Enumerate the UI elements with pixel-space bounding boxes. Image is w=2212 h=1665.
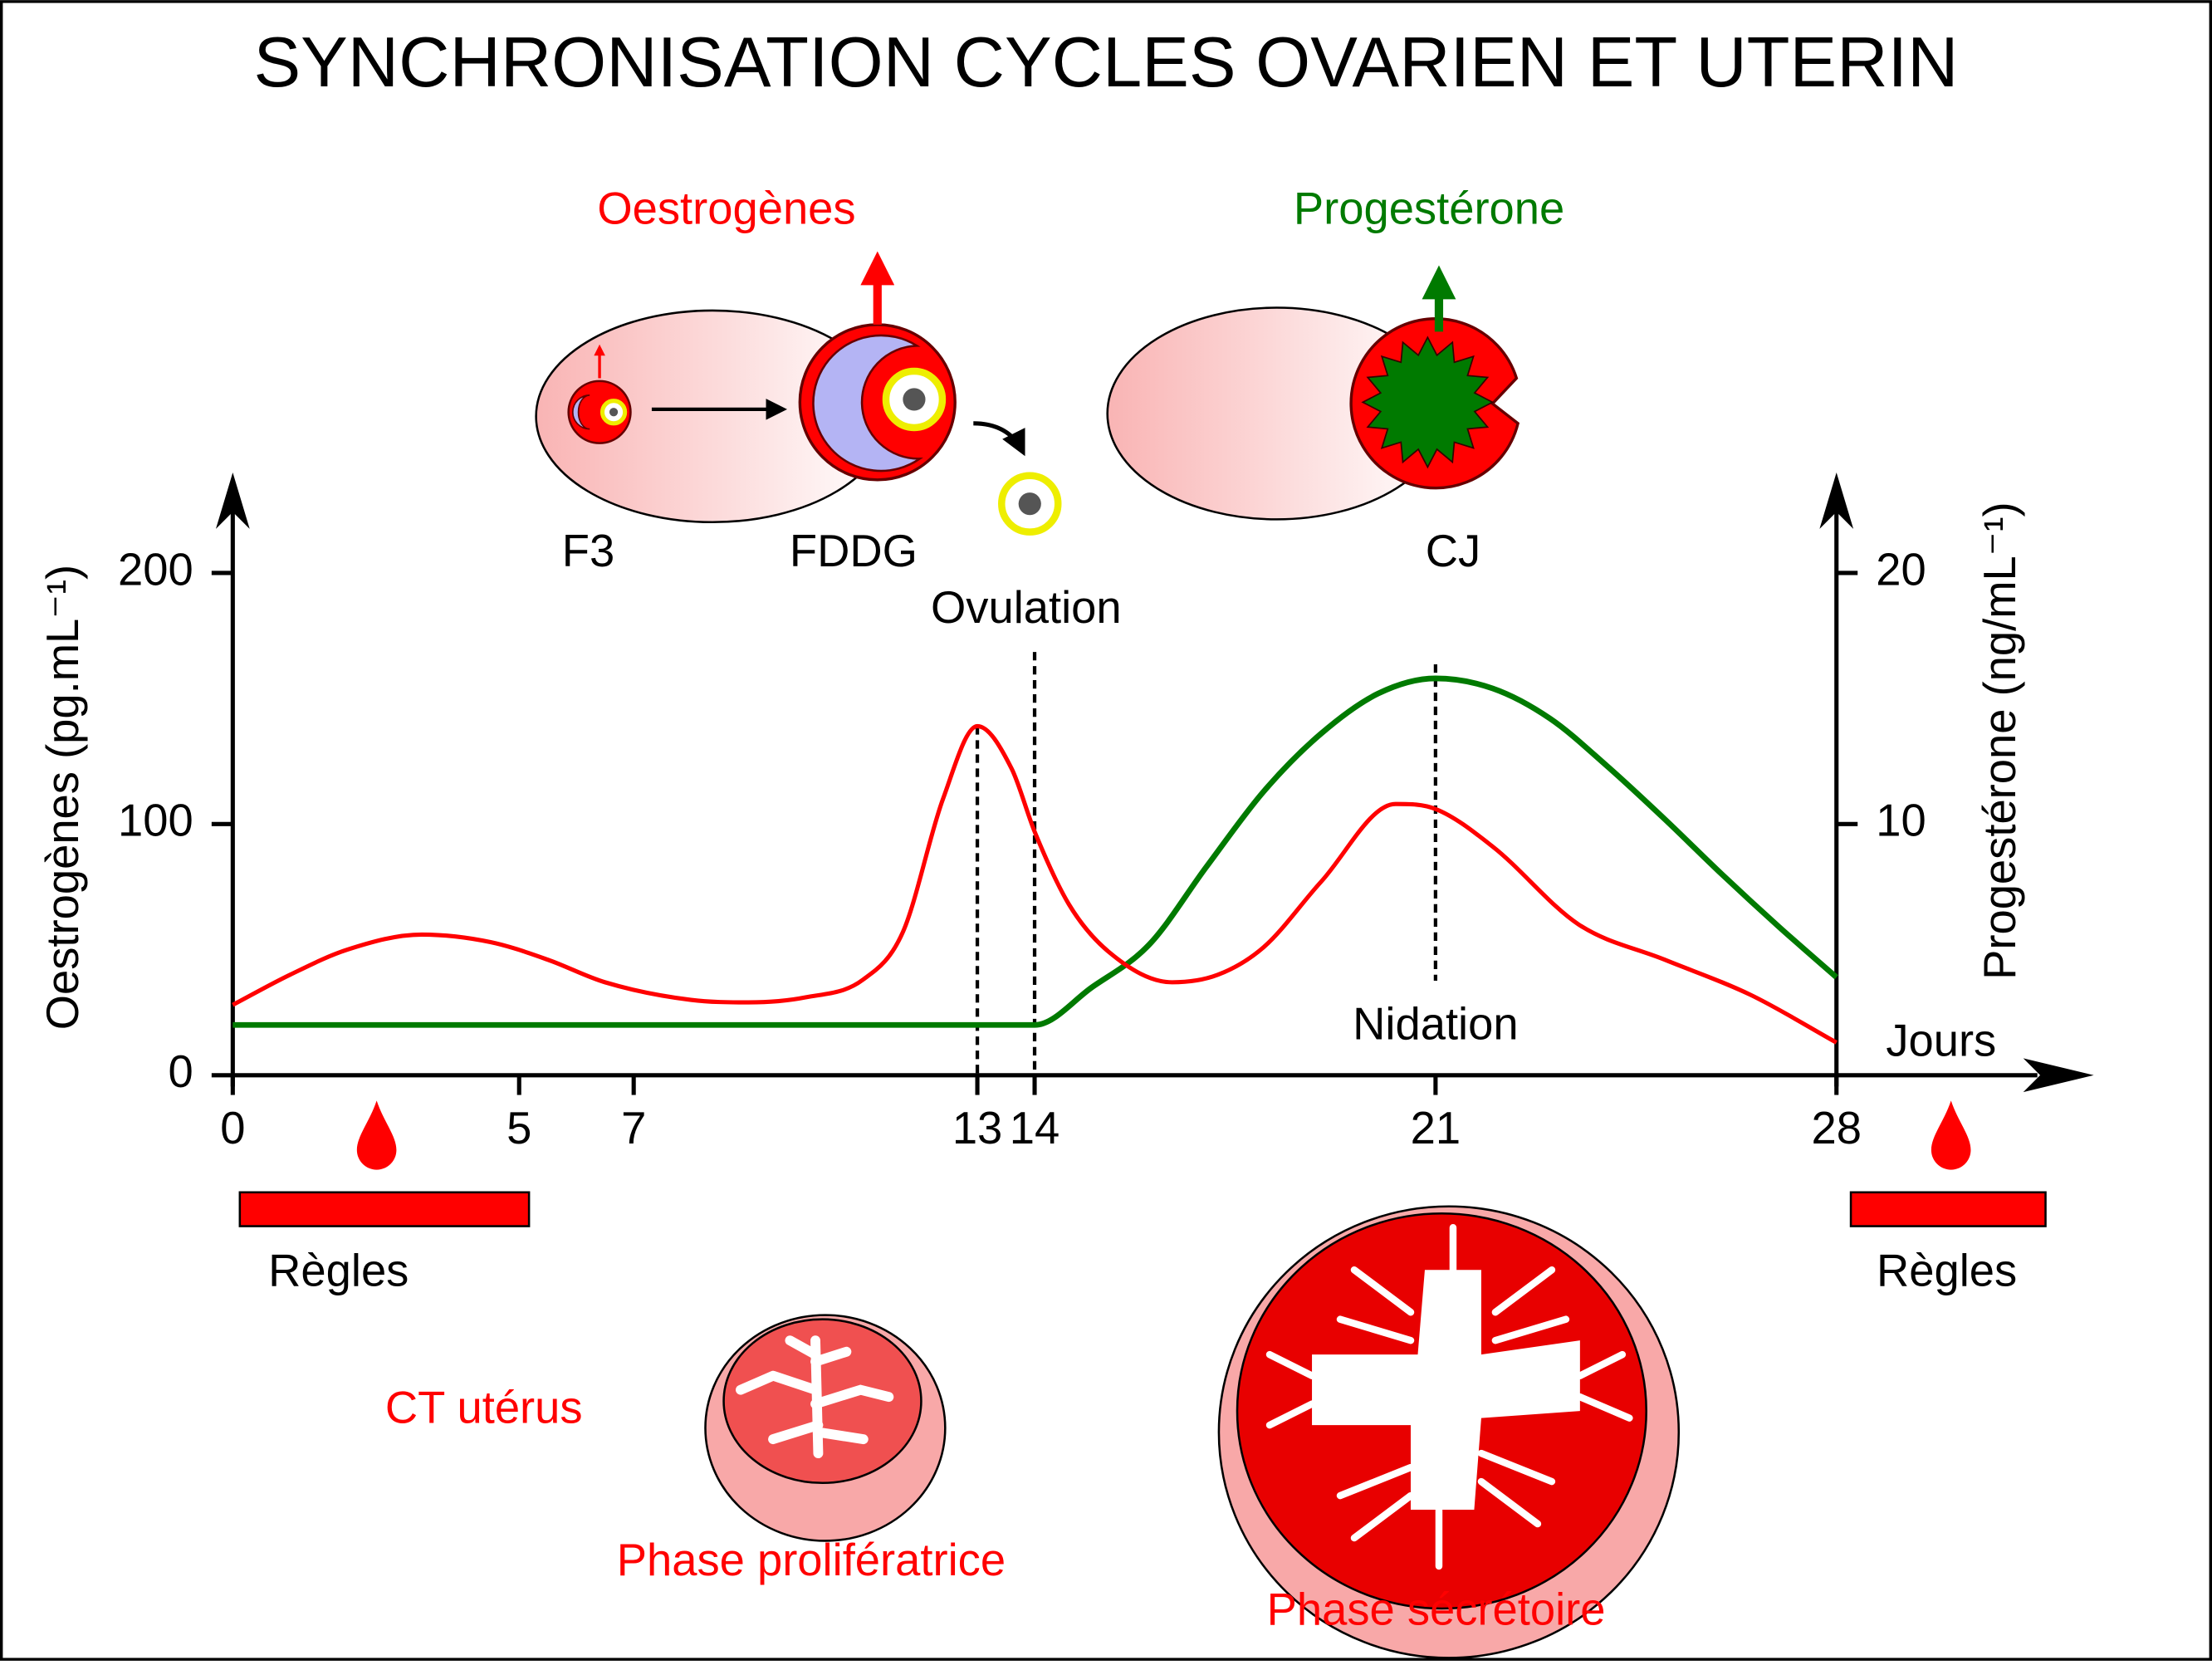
x-axis-label: Jours [1886, 1016, 1996, 1066]
legend-label: Oestrogènes [597, 183, 855, 233]
label: Phase prolifératrice [617, 1535, 1006, 1585]
label: Règles [1877, 1246, 2017, 1296]
axis-arrow [1819, 472, 1854, 529]
label: FDDG [790, 526, 918, 576]
label: CT utérus [385, 1382, 583, 1432]
x-tick-label: 5 [507, 1103, 531, 1153]
label: Phase sécrétoire [1267, 1584, 1606, 1634]
regles-illustration [238, 1100, 2047, 1227]
y-tick-label: 0 [169, 1046, 193, 1097]
x-tick-label: 28 [1811, 1103, 1861, 1153]
annotation: Ovulation [931, 582, 1122, 633]
x-tick-label: 21 [1411, 1103, 1461, 1153]
x-tick-label: 7 [621, 1103, 646, 1153]
y-tick-label: 200 [118, 544, 193, 595]
uterus-illustration [704, 1205, 1681, 1659]
y2-tick-label: 10 [1876, 796, 1926, 846]
ovary-illustration [535, 251, 1520, 536]
x-tick-label: 0 [220, 1103, 245, 1153]
series-line [232, 723, 1838, 1045]
axis-arrow [2023, 1058, 2094, 1093]
y-tick-label: 100 [118, 796, 193, 846]
y2-axis-label: Progestérone (ng/mL⁻¹) [1975, 502, 2025, 980]
chart-title: SYNCHRONISATION CYCLES OVARIEN ET UTERIN [254, 22, 1959, 101]
label: F3 [562, 526, 614, 576]
y2-tick-label: 20 [1876, 544, 1926, 595]
x-tick-label: 14 [1010, 1103, 1060, 1153]
x-tick-label: 13 [952, 1103, 1002, 1153]
axis-arrow [215, 472, 250, 529]
label: Règles [268, 1246, 409, 1296]
legend-label: Progestérone [1294, 183, 1564, 233]
annotation: Nidation [1353, 998, 1518, 1049]
series-line [232, 675, 1838, 1028]
y-axis-label: Oestrogènes (pg.mL⁻¹) [37, 565, 88, 1030]
label: CJ [1426, 526, 1480, 576]
